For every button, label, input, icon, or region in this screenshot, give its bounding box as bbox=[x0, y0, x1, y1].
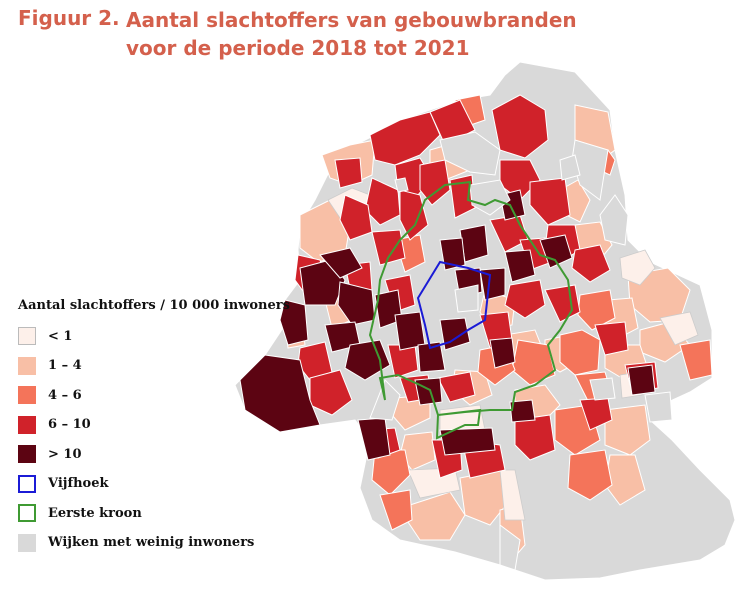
legend-label-6-10: 6 – 10 bbox=[48, 417, 91, 432]
legend-swatch-weinig-inwoners bbox=[18, 533, 36, 552]
legend-swatch-vijfhoek bbox=[18, 474, 36, 493]
map-legend: Aantal slachtoffers / 10 000 inwoners < … bbox=[18, 298, 290, 561]
vijfhoek-boundary bbox=[416, 260, 492, 350]
class-gt10-areas bbox=[239, 189, 656, 461]
legend-label-lt1: < 1 bbox=[48, 328, 73, 344]
legend-item-weinig-inwoners: Wijken met weinig inwoners bbox=[18, 532, 290, 554]
low-population-areas bbox=[369, 131, 673, 571]
legend-swatch-lt1 bbox=[18, 327, 36, 345]
legend-item-1-4: 1 – 4 bbox=[18, 355, 290, 377]
legend-items: < 1 1 – 4 4 – 6 6 – 10 > 10 Vijfhoek Eer… bbox=[18, 325, 290, 554]
legend-item-4-6: 4 – 6 bbox=[18, 384, 290, 406]
legend-swatch-eerste-kroon bbox=[18, 504, 36, 522]
legend-label-4-6: 4 – 6 bbox=[48, 387, 82, 403]
class-4-6-areas bbox=[371, 94, 713, 531]
legend-label-gt10: > 10 bbox=[48, 446, 82, 462]
legend-label-weinig-inwoners: Wijken met weinig inwoners bbox=[48, 535, 255, 550]
figure-title-line-2: voor de periode 2018 tot 2021 bbox=[126, 36, 470, 60]
legend-item-lt1: < 1 bbox=[18, 325, 290, 347]
eerste-kroon-boundary bbox=[368, 180, 574, 440]
legend-swatch-6-10 bbox=[18, 415, 36, 434]
figure-title-line-1: Aantal slachtoffers van gebouwbranden bbox=[126, 8, 577, 32]
legend-label-eerste-kroon: Eerste kroon bbox=[48, 505, 142, 521]
legend-swatch-4-6 bbox=[18, 386, 36, 404]
legend-item-vijfhoek: Vijfhoek bbox=[18, 473, 290, 495]
figure-number: Figuur 2. bbox=[18, 6, 120, 30]
legend-item-6-10: 6 – 10 bbox=[18, 414, 290, 436]
figure-title: Aantal slachtoffers van gebouwbranden vo… bbox=[126, 6, 596, 62]
legend-swatch-gt10 bbox=[18, 445, 36, 463]
legend-label-1-4: 1 – 4 bbox=[48, 358, 82, 373]
legend-title: Aantal slachtoffers / 10 000 inwoners bbox=[18, 298, 290, 313]
legend-swatch-1-4 bbox=[18, 356, 36, 375]
legend-item-eerste-kroon: Eerste kroon bbox=[18, 502, 290, 524]
legend-item-gt10: > 10 bbox=[18, 443, 290, 465]
legend-label-vijfhoek: Vijfhoek bbox=[48, 476, 109, 491]
